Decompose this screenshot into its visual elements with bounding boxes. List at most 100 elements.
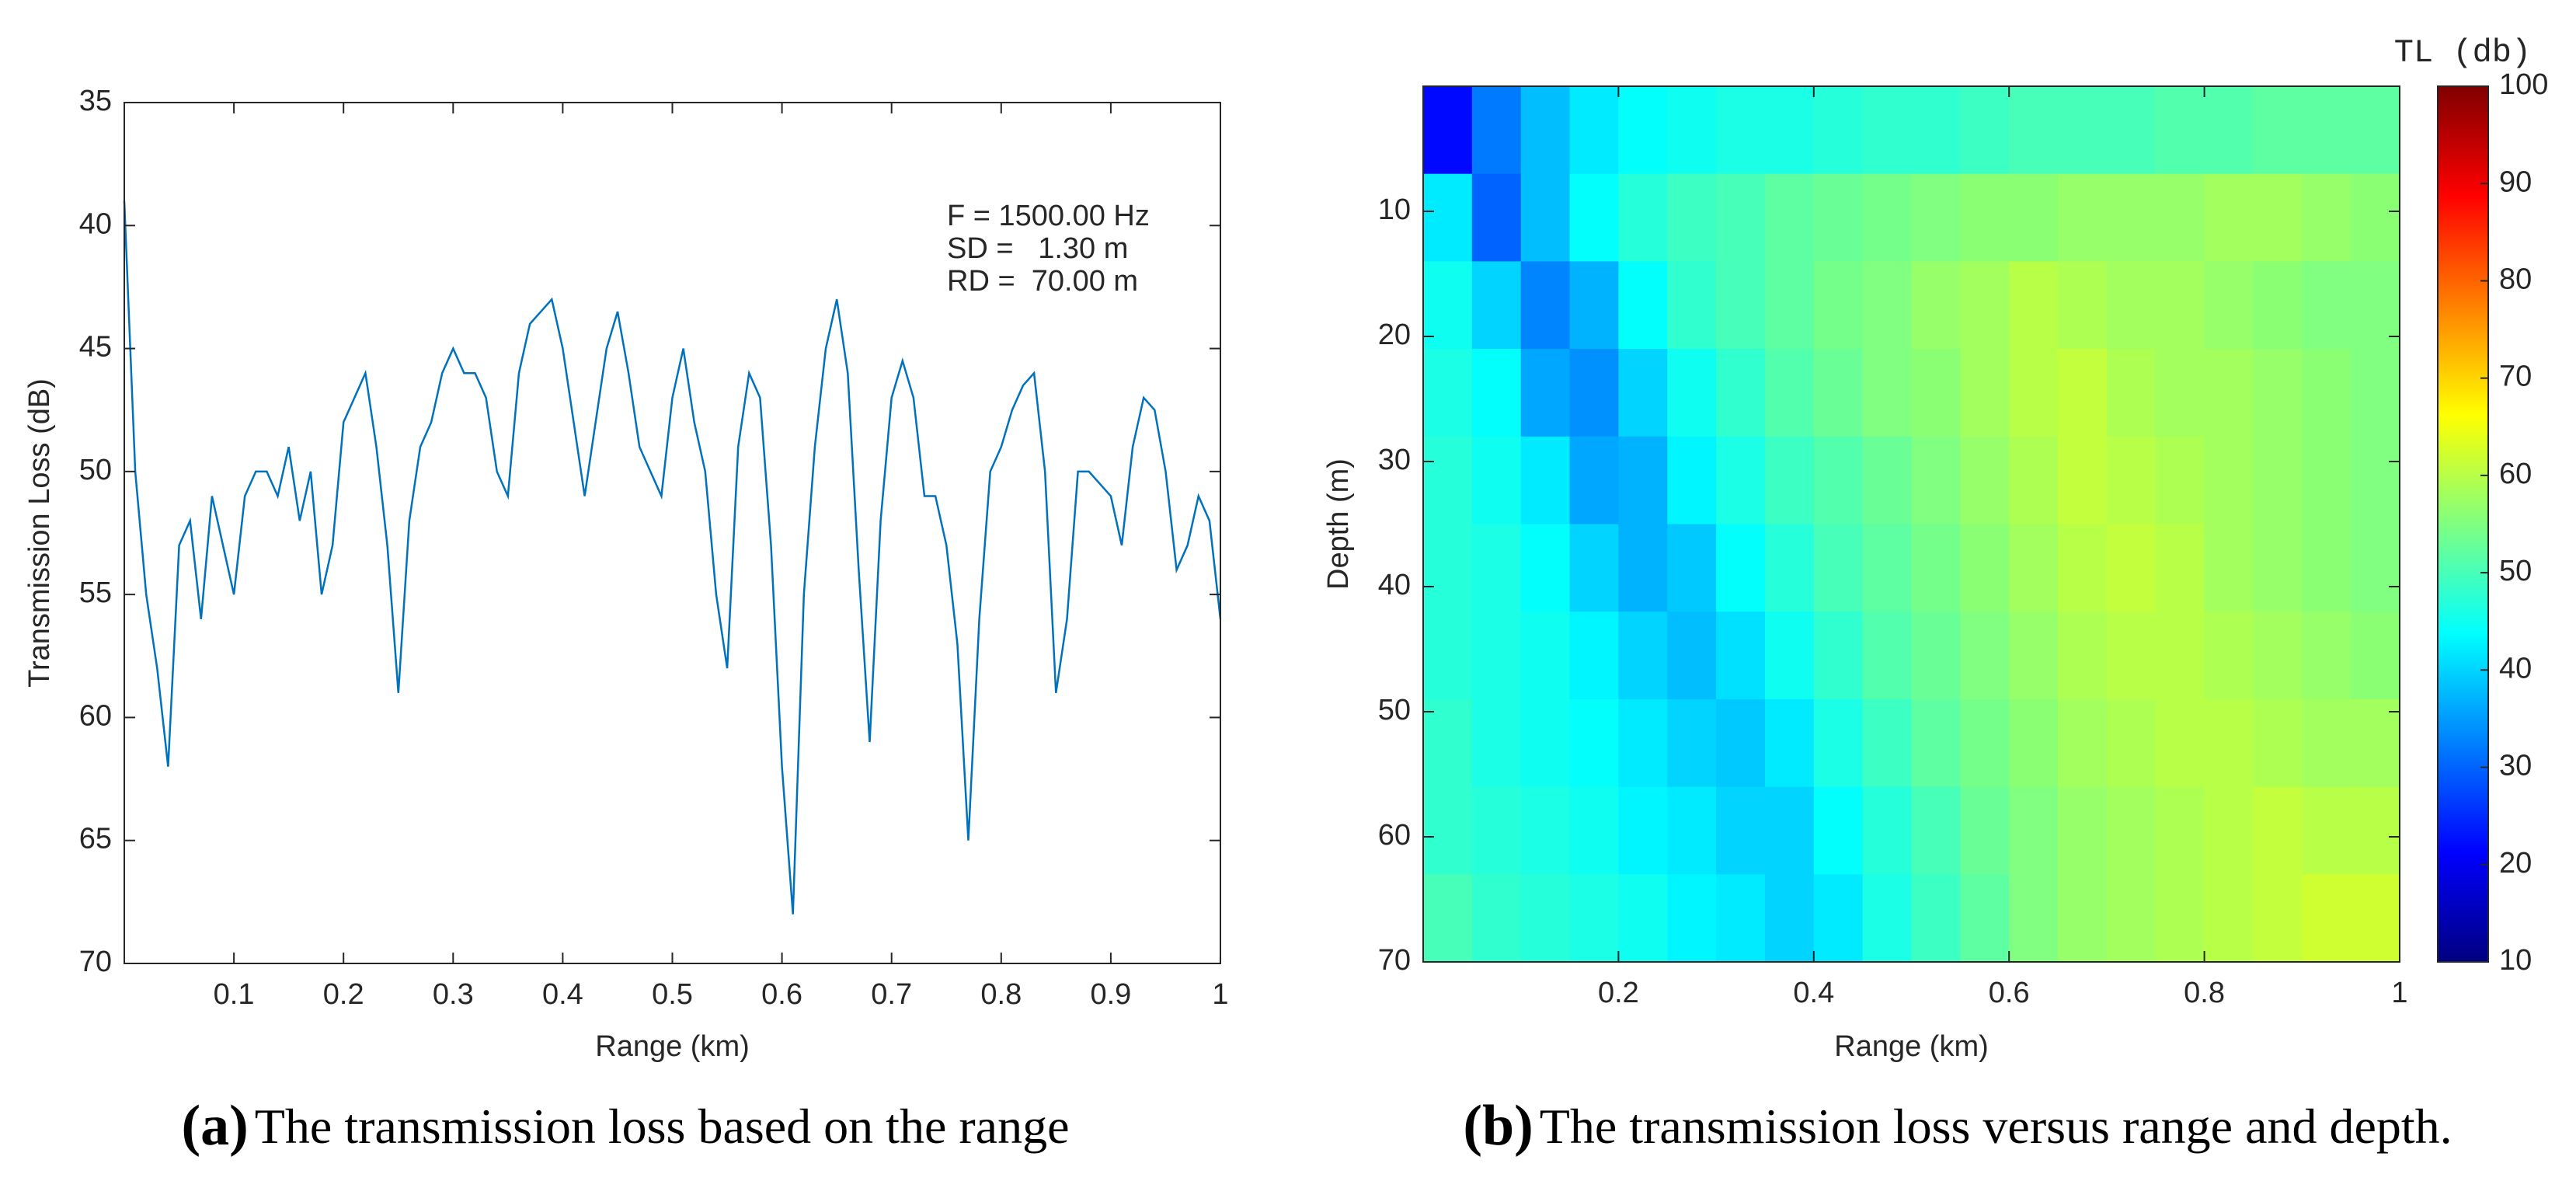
heat-cell <box>2204 173 2254 262</box>
colorbar-tick-label: 20 <box>2499 847 2532 880</box>
heat-cell <box>2058 86 2108 175</box>
heat-cell <box>1911 524 1961 612</box>
heat-cell <box>1911 611 1961 700</box>
heat-cell <box>2351 173 2400 262</box>
heat-cell <box>1764 524 1815 612</box>
x-tick-label: 1 <box>2391 977 2407 1009</box>
heat-cell <box>1764 261 1815 350</box>
heat-cell <box>2058 786 2108 875</box>
heat-cell <box>1618 611 1668 700</box>
heat-cell <box>1716 611 1766 700</box>
heat-cell <box>1813 349 1864 437</box>
colorbar-title: TL (db) <box>2394 34 2531 71</box>
heat-cell <box>1471 436 1522 524</box>
colorbar-tick-label: 60 <box>2499 458 2532 490</box>
heat-cell <box>1813 611 1864 700</box>
heat-cell <box>2253 436 2303 524</box>
heat-cell <box>1911 698 1961 788</box>
heat-cell <box>1569 261 1619 350</box>
heat-cell <box>1764 611 1815 700</box>
heat-cell <box>1423 349 1473 437</box>
heat-cell <box>1960 436 2010 524</box>
heat-cell <box>2351 436 2400 524</box>
heat-cell <box>1618 524 1668 612</box>
heat-cell <box>2058 611 2108 700</box>
heat-cell <box>1862 173 1912 262</box>
heat-cell <box>2106 698 2157 788</box>
x-tick-label: 0.1 <box>214 978 255 1011</box>
heat-cell <box>2009 86 2059 175</box>
heat-cell <box>2009 173 2059 262</box>
heat-cell <box>2302 786 2351 875</box>
heat-cell <box>2009 349 2059 437</box>
heat-cell <box>2253 611 2303 700</box>
heat-cell <box>1618 261 1668 350</box>
heat-cell <box>1520 874 1571 963</box>
heat-cell <box>2302 524 2351 612</box>
heat-cell <box>1911 173 1961 262</box>
heat-cell <box>2351 261 2400 350</box>
heat-cell <box>1471 86 1522 175</box>
heat-cell <box>1569 611 1619 700</box>
heat-cell <box>1960 874 2010 963</box>
heat-cell <box>2106 874 2157 963</box>
heat-cell <box>1520 786 1571 875</box>
x-tick-label: 0.7 <box>871 978 912 1011</box>
heat-cell <box>2058 173 2108 262</box>
heat-cell <box>2009 786 2059 875</box>
heat-cell <box>1423 611 1473 700</box>
heat-cell <box>2302 86 2351 175</box>
x-tick-label: 0.5 <box>652 978 693 1011</box>
y-tick-label: 50 <box>1378 694 1411 726</box>
heat-cell <box>2351 86 2400 175</box>
heat-cell <box>1911 436 1961 524</box>
heat-cell <box>1423 261 1473 350</box>
heat-cell <box>1960 786 2010 875</box>
heat-cell <box>1569 786 1619 875</box>
x-tick-label: 0.6 <box>1989 977 2030 1009</box>
heat-cell <box>2204 698 2254 788</box>
x-tick-label: 0.9 <box>1090 978 1131 1011</box>
heat-cell <box>1471 349 1522 437</box>
heat-cell <box>2302 611 2351 700</box>
heat-cell <box>1667 611 1717 700</box>
heat-cell <box>1813 874 1864 963</box>
y-tick-label: 70 <box>79 946 112 978</box>
colorbar-tick-label: 10 <box>2499 944 2532 977</box>
colorbar-tick-label: 30 <box>2499 750 2532 782</box>
heat-cell <box>2155 349 2205 437</box>
heat-cell <box>1716 698 1766 788</box>
heat-cell <box>1471 698 1522 788</box>
heat-cell <box>1862 436 1912 524</box>
heat-cell <box>2204 349 2254 437</box>
heat-cell <box>2204 86 2254 175</box>
heat-cell <box>2155 86 2205 175</box>
heat-cell <box>2009 698 2059 788</box>
heat-cell <box>1960 261 2010 350</box>
heat-cell <box>1618 349 1668 437</box>
heat-cell <box>2351 611 2400 700</box>
heat-cell <box>2253 173 2303 262</box>
x-tick-label: 0.3 <box>433 978 474 1011</box>
heat-cell <box>1960 349 2010 437</box>
heat-cell <box>2155 524 2205 612</box>
caption-a: (a) The transmission loss based on the ra… <box>182 1094 1070 1158</box>
heat-cell <box>1862 874 1912 963</box>
heat-cell <box>2009 261 2059 350</box>
heat-cell <box>1569 349 1619 437</box>
heat-cell <box>1618 786 1668 875</box>
x-tick-label: 0.4 <box>1793 977 1834 1009</box>
heat-cell <box>1862 611 1912 700</box>
heat-cell <box>2351 524 2400 612</box>
heat-cell <box>1569 524 1619 612</box>
heat-cell <box>2106 261 2157 350</box>
heat-cell <box>1423 436 1473 524</box>
y-tick-label: 55 <box>79 577 112 609</box>
heat-cell <box>2302 173 2351 262</box>
heat-cell <box>2058 261 2108 350</box>
annotation: F = 1500.00 Hz <box>947 200 1150 232</box>
heat-cell <box>1520 436 1571 524</box>
heat-cell <box>1716 786 1766 875</box>
heat-cell <box>1520 524 1571 612</box>
heat-cell <box>1569 698 1619 788</box>
